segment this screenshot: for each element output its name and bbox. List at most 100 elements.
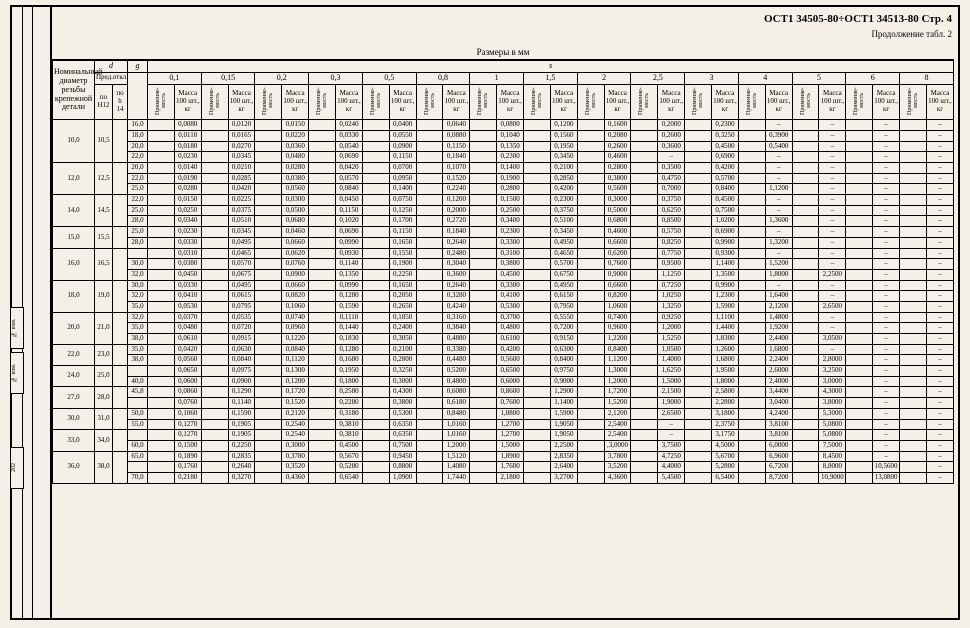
cell-prim xyxy=(148,398,175,409)
cell-mass: – xyxy=(926,312,953,323)
cell-prim xyxy=(631,398,658,409)
cell-prim xyxy=(201,398,228,409)
cell-prim xyxy=(470,163,497,174)
cell-prim xyxy=(362,376,389,387)
cell-mass: 0,3050 xyxy=(389,334,416,345)
cell-mass: 0,1905 xyxy=(228,419,255,430)
cell-prim xyxy=(577,376,604,387)
cell-mass: – xyxy=(765,173,792,184)
cell-prim xyxy=(362,184,389,195)
cell-mass: – xyxy=(873,451,900,462)
cell-prim xyxy=(577,366,604,377)
cell-h14 xyxy=(113,227,128,248)
cell-mass: 0,4240 xyxy=(443,301,470,312)
cell-prim xyxy=(577,141,604,152)
cell-prim xyxy=(685,120,712,131)
cell-prim xyxy=(148,440,175,451)
cell-mass: 0,6100 xyxy=(497,334,524,345)
cell-prim xyxy=(201,408,228,419)
cell-mass: 0,5750 xyxy=(658,227,685,238)
cell-mass: 0,8500 xyxy=(658,216,685,227)
cell-mass: – xyxy=(926,462,953,473)
cell-mass: 0,1060 xyxy=(174,408,201,419)
cell-mass: – xyxy=(819,130,846,141)
cell-prim xyxy=(416,387,443,398)
cell-prim xyxy=(470,216,497,227)
cell-mass: – xyxy=(873,291,900,302)
cell-prim xyxy=(470,408,497,419)
cell-prim xyxy=(362,398,389,409)
cell-mass: 0,4200 xyxy=(712,163,739,174)
cell-mass: 0,3000 xyxy=(282,440,309,451)
cell-mass: 0,0345 xyxy=(228,227,255,238)
cell-prim xyxy=(524,387,551,398)
cell-mass: – xyxy=(819,323,846,334)
cell-mass: 0,5100 xyxy=(550,216,577,227)
cell-prim xyxy=(631,387,658,398)
cell-mass: 0,6750 xyxy=(550,269,577,280)
cell-prim xyxy=(201,334,228,345)
col-h14: по h 14 xyxy=(113,84,128,120)
s-col-1: 0,15 xyxy=(201,72,255,84)
cell-prim xyxy=(201,301,228,312)
cell-prim xyxy=(201,376,228,387)
cell-prim xyxy=(470,334,497,345)
cell-prim xyxy=(577,237,604,248)
cell-mass: 0,1220 xyxy=(282,334,309,345)
cell-mass: 0,6250 xyxy=(658,205,685,216)
cell-prim xyxy=(846,301,873,312)
cell-prim xyxy=(255,237,282,248)
col-prim-13: Применяе-мость xyxy=(846,84,873,120)
cell-mass: 0,0960 xyxy=(282,323,309,334)
cell-prim xyxy=(470,205,497,216)
cell-prim xyxy=(792,334,819,345)
cell-prim xyxy=(792,152,819,163)
side-tab-2: № изм. xyxy=(10,352,24,394)
cell-mass: 1,1200 xyxy=(604,355,631,366)
cell-mass: – xyxy=(926,269,953,280)
cell-prim xyxy=(309,130,336,141)
cell-mass: 0,1270 xyxy=(174,419,201,430)
cell-mass: 0,0700 xyxy=(389,163,416,174)
cell-mass: 0,1060 xyxy=(282,301,309,312)
cell-prim xyxy=(362,291,389,302)
cell-h12: 15,5 xyxy=(95,227,113,248)
cell-mass: 3,2700 xyxy=(550,472,577,483)
cell-mass: 0,1020 xyxy=(336,216,363,227)
cell-mass: 0,3400 xyxy=(497,216,524,227)
cell-h12: 23,0 xyxy=(95,344,113,365)
cell-prim xyxy=(201,440,228,451)
cell-prim xyxy=(900,323,927,334)
cell-mass: 5,2800 xyxy=(712,462,739,473)
cell-prim xyxy=(309,227,336,238)
cell-prim xyxy=(362,248,389,259)
cell-prim xyxy=(416,195,443,206)
cell-mass: – xyxy=(873,248,900,259)
cell-prim xyxy=(631,173,658,184)
cell-prim xyxy=(201,291,228,302)
cell-h14 xyxy=(113,366,128,387)
cell-mass: 0,8400 xyxy=(604,344,631,355)
cell-mass: 0,1200 xyxy=(443,195,470,206)
cell-mass: 0,1590 xyxy=(336,301,363,312)
cell-g: 20,0 xyxy=(128,163,148,174)
cell-mass: – xyxy=(926,334,953,345)
cell-mass: 1,6800 xyxy=(765,344,792,355)
cell-prim xyxy=(900,237,927,248)
cell-g: 32,0 xyxy=(128,269,148,280)
cell-mass: 1,5250 xyxy=(658,334,685,345)
cell-prim xyxy=(309,451,336,462)
cell-prim xyxy=(148,408,175,419)
cell-mass: – xyxy=(926,398,953,409)
cell-prim xyxy=(792,387,819,398)
cell-mass: 3,2500 xyxy=(819,366,846,377)
cell-mass: – xyxy=(926,408,953,419)
cell-mass: 0,7000 xyxy=(658,184,685,195)
cell-mass: 0,3810 xyxy=(336,419,363,430)
cell-mass: 0,6600 xyxy=(604,237,631,248)
cell-mass: 0,8250 xyxy=(658,237,685,248)
cell-h12: 14,5 xyxy=(95,195,113,227)
cell-prim xyxy=(201,280,228,291)
cell-mass: 2,1200 xyxy=(765,301,792,312)
cell-mass: 2,5400 xyxy=(604,430,631,441)
